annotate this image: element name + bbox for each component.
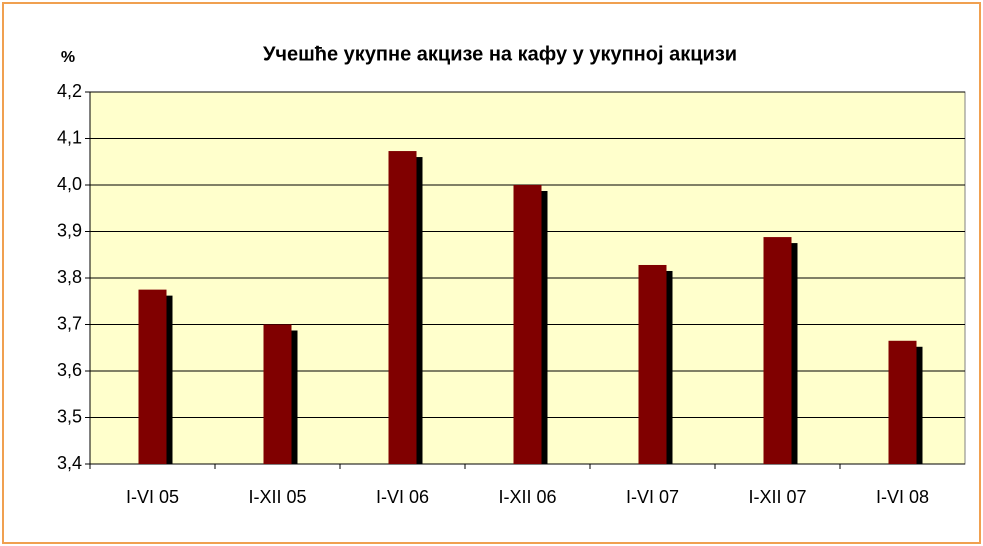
- x-tick-label: I-VI 06: [376, 487, 429, 507]
- x-tick-label: I-VI 05: [126, 487, 179, 507]
- bar: [388, 151, 417, 464]
- y-tick-label: 3,5: [57, 406, 82, 426]
- y-tick-label: 4,2: [57, 81, 82, 101]
- x-tick-label: I-VI 07: [626, 487, 679, 507]
- y-tick-label: 4,0: [57, 174, 82, 194]
- bar: [888, 340, 917, 464]
- x-tick-label: I-XII 07: [748, 487, 806, 507]
- bar: [638, 264, 667, 464]
- bar: [263, 324, 292, 464]
- y-tick-label: 3,8: [57, 267, 82, 287]
- y-tick-label: 3,6: [57, 360, 82, 380]
- bar: [513, 185, 542, 464]
- bar: [138, 289, 167, 464]
- x-tick-label: I-XII 06: [498, 487, 556, 507]
- x-tick-label: I-VI 08: [876, 487, 929, 507]
- y-axis-label: %: [61, 49, 75, 66]
- y-tick-label: 3,4: [57, 453, 82, 473]
- bar: [763, 237, 792, 464]
- chart-title: Учешће укупне акцизе на кафу у укупној а…: [263, 43, 737, 65]
- y-tick-label: 3,7: [57, 313, 82, 333]
- y-tick-label: 3,9: [57, 220, 82, 240]
- x-tick-label: I-XII 05: [248, 487, 306, 507]
- y-tick-label: 4,1: [57, 127, 82, 147]
